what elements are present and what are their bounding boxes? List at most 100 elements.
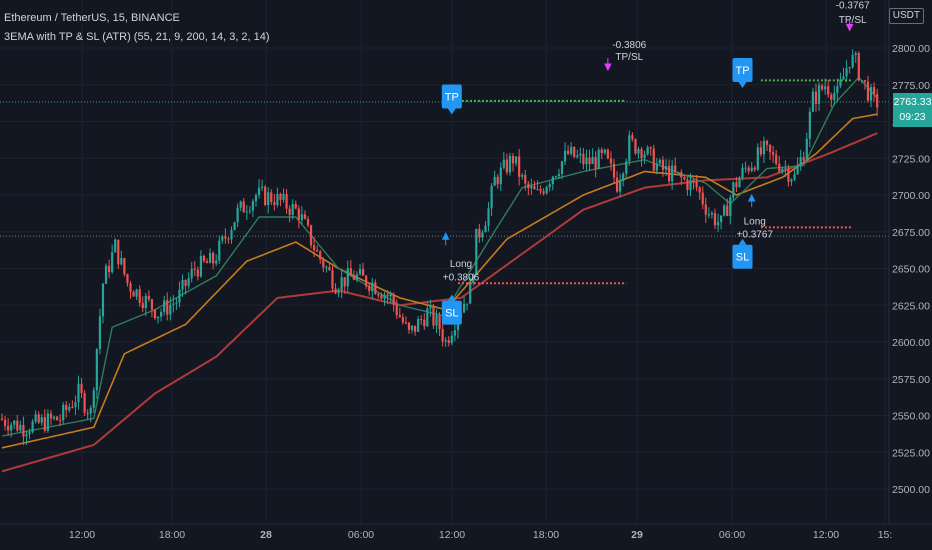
candle-body (839, 79, 842, 87)
candle-body (410, 325, 414, 330)
candle-body (450, 335, 453, 344)
candle-body (300, 214, 303, 221)
annotation-text: Long (744, 216, 766, 227)
candle-body (873, 87, 876, 94)
candle-body (346, 268, 349, 287)
candle-body (215, 260, 218, 264)
candle-body (59, 420, 62, 422)
candle-body (181, 279, 184, 290)
price-tick-label: 2600.00 (892, 337, 930, 349)
candle-body (389, 294, 392, 297)
candle-body (230, 229, 233, 240)
candle-body (866, 81, 870, 101)
price-tick-label: 2575.00 (892, 374, 930, 386)
candle-body (331, 270, 334, 289)
candle-body (817, 85, 821, 104)
candle-body (830, 94, 833, 100)
candle-body (551, 176, 554, 185)
candle-body (848, 67, 851, 69)
candle-body (802, 157, 805, 161)
candle-body (661, 159, 665, 170)
candle-body (857, 53, 860, 81)
marker-box (441, 300, 462, 325)
tp-marker: TP (732, 58, 753, 89)
candle-body (426, 308, 429, 327)
candle-body (710, 213, 714, 215)
candle-body (588, 157, 591, 165)
candle-body (441, 329, 444, 342)
candle-body (144, 295, 147, 309)
candle-body (150, 299, 154, 310)
candle-body (68, 406, 71, 411)
price-tick-label: 2525.00 (892, 447, 930, 459)
candle-body (386, 294, 389, 297)
candle-body (453, 330, 456, 336)
marker-pointer (447, 294, 456, 301)
candle-body (824, 86, 827, 90)
candle-body (493, 176, 496, 186)
time-tick-label: 18:00 (159, 529, 185, 541)
price-tick-label: 2550.00 (892, 411, 930, 423)
candle-body (398, 315, 401, 318)
price-tick-label: 2625.00 (892, 300, 930, 312)
candle-body (790, 179, 793, 182)
annotation-text: TP/SL (839, 15, 867, 26)
candle-body (637, 148, 640, 154)
time-tick-label: 29 (631, 529, 643, 541)
candle-body (169, 304, 172, 315)
candle-body (496, 176, 499, 185)
candle-body (16, 420, 19, 431)
price-axis[interactable]: 2800.002775.002750.002725.002700.002675.… (888, 0, 930, 524)
sl-marker: SL (441, 294, 462, 325)
candle-body (530, 186, 533, 189)
candle-body (753, 167, 756, 170)
candle-body (603, 149, 606, 154)
candle-body (533, 186, 536, 190)
annotation-text: -0.3767 (836, 0, 870, 11)
candle-body (322, 259, 325, 268)
candle-body (704, 204, 707, 215)
marker-label: SL (736, 252, 749, 264)
indicator-title[interactable]: 3EMA with TP & SL (ATR) (55, 21, 9, 200,… (4, 31, 270, 43)
candle-body (319, 251, 322, 260)
candle-body (707, 214, 710, 216)
candle-body (25, 434, 28, 437)
candle-body (129, 283, 132, 292)
candle-body (762, 140, 766, 155)
candle-body (205, 261, 209, 264)
candle-body (787, 168, 790, 182)
candle-body (187, 278, 190, 286)
candle-body (805, 138, 808, 161)
candle-body (768, 144, 772, 153)
candle-body (634, 139, 637, 154)
currency-badge[interactable]: USDT (888, 8, 924, 24)
candle-body (677, 172, 680, 174)
candle-body (643, 154, 646, 159)
candle-body (466, 303, 469, 305)
time-tick-label: 12:00 (439, 529, 465, 541)
candles (0, 49, 879, 446)
marker-box (732, 58, 753, 83)
candle-body (833, 92, 836, 100)
time-tick-label: 28 (260, 529, 272, 541)
candle-body (328, 267, 331, 271)
sl-marker: SL (732, 238, 753, 269)
candle-body (854, 53, 857, 55)
candle-body (747, 167, 750, 172)
candle-body (276, 193, 279, 205)
candle-body (13, 420, 16, 425)
time-axis[interactable]: 12:00 18:00 28 06:00 12:00 18:00 29 06:00 12:00 1… (0, 523, 932, 541)
candle-body (242, 201, 245, 213)
current-price-box: 2763.33 09:23 (893, 93, 932, 127)
symbol-title[interactable]: Ethereum / TetherUS, 15, BINANCE (4, 12, 180, 24)
candle-body (309, 225, 313, 246)
candle-body (723, 205, 726, 216)
price-tick-label: 2725.00 (892, 153, 930, 165)
candle-body (772, 152, 775, 155)
candle-body (3, 419, 7, 426)
candle-body (484, 225, 487, 233)
candle-body (567, 150, 570, 154)
candle-body (156, 316, 160, 319)
candle-body (502, 159, 505, 168)
